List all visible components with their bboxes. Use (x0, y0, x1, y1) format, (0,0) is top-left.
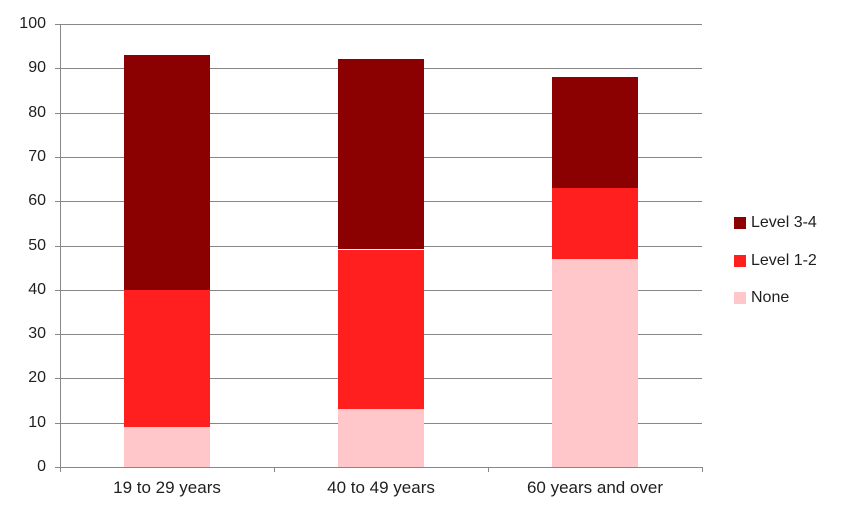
y-axis-tick-label: 70 (28, 148, 46, 165)
gridline-100 (60, 24, 702, 25)
legend-label: Level 1-2 (751, 252, 817, 269)
legend-item-none: None (734, 289, 790, 306)
legend-label: Level 3-4 (751, 214, 817, 231)
y-axis-tick-label: 50 (28, 237, 46, 254)
y-axis-tick (55, 378, 60, 379)
bar-segment-none (552, 259, 638, 467)
bar-segment-level-3-4 (338, 59, 424, 249)
y-axis-tick (55, 68, 60, 69)
bar-segment-none (124, 427, 210, 467)
y-axis-tick-label: 0 (37, 458, 46, 475)
bar-segment-none (338, 409, 424, 467)
y-axis-line (60, 24, 61, 468)
y-axis-tick (55, 423, 60, 424)
y-axis-tick (55, 334, 60, 335)
bar-segment-level-1-2 (338, 250, 424, 409)
x-axis-category-label: 40 to 49 years (327, 478, 435, 497)
y-axis-tick (55, 201, 60, 202)
y-axis-tick-label: 90 (28, 59, 46, 76)
legend-swatch-level-3-4 (734, 217, 746, 229)
bar-segment-level-1-2 (124, 290, 210, 427)
legend-item-level-3-4: Level 3-4 (734, 214, 817, 231)
y-axis-tick (55, 246, 60, 247)
y-axis-tick (55, 467, 60, 468)
x-axis-category-label: 19 to 29 years (113, 478, 221, 497)
legend-label: None (751, 289, 790, 306)
legend-item-level-1-2: Level 1-2 (734, 252, 817, 269)
bar-segment-level-3-4 (124, 55, 210, 290)
bar-segment-level-3-4 (552, 77, 638, 188)
gridline-0 (60, 467, 702, 468)
y-axis-tick (55, 113, 60, 114)
x-axis-tick (274, 467, 275, 472)
y-axis-tick-label: 30 (28, 325, 46, 342)
y-axis-tick-label: 20 (28, 369, 46, 386)
y-axis-tick-label: 80 (28, 104, 46, 121)
y-axis-tick-label: 10 (28, 414, 46, 431)
y-axis-tick (55, 290, 60, 291)
y-axis-tick-label: 100 (19, 15, 46, 32)
x-axis-tick (702, 467, 703, 472)
bar-segment-level-1-2 (552, 188, 638, 259)
y-axis-tick-label: 60 (28, 192, 46, 209)
legend-swatch-level-1-2 (734, 255, 746, 267)
x-axis-tick (60, 467, 61, 472)
y-axis-tick (55, 157, 60, 158)
y-axis-tick (55, 24, 60, 25)
x-axis-tick (488, 467, 489, 472)
legend-swatch-none (734, 292, 746, 304)
y-axis-tick-label: 40 (28, 281, 46, 298)
x-axis-category-label: 60 years and over (526, 478, 664, 497)
